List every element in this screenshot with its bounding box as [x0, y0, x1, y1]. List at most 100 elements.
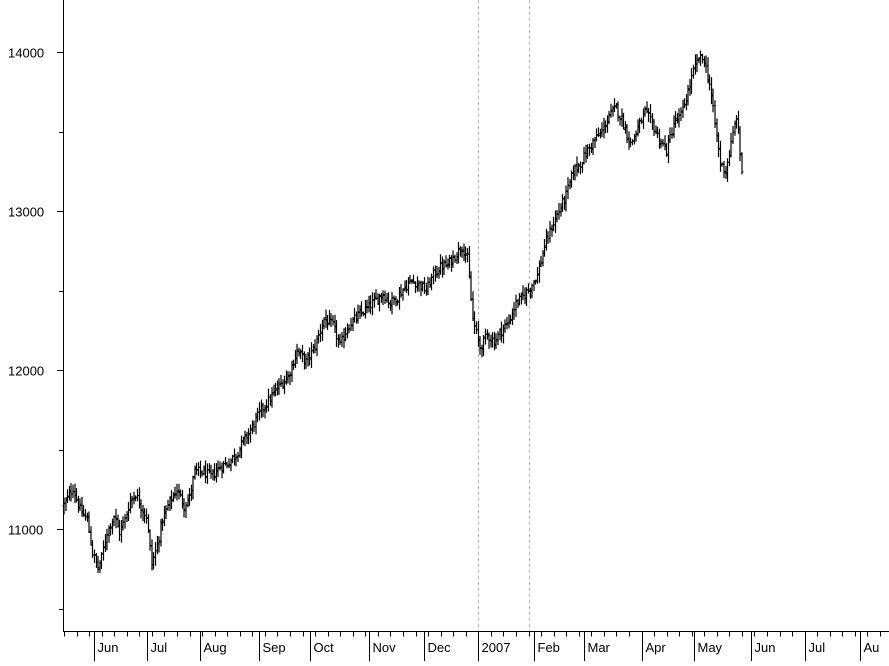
y-tick-label: 12000 — [8, 364, 44, 379]
price-bar — [543, 239, 546, 257]
price-bar — [640, 117, 643, 125]
x-tick-label: Oct — [314, 640, 335, 655]
price-bar — [258, 401, 261, 421]
price-bar — [478, 336, 482, 355]
price-bar — [609, 103, 613, 118]
price-bar — [494, 333, 498, 349]
price-bar — [231, 454, 234, 464]
y-tick-label: 11000 — [8, 523, 43, 538]
price-bar — [500, 321, 503, 343]
price-bar — [261, 402, 265, 418]
price-bar — [175, 483, 179, 501]
price-bar — [130, 495, 134, 509]
price-bar — [114, 508, 118, 529]
price-bar — [514, 294, 518, 317]
price-bar — [356, 304, 360, 324]
price-bar — [381, 290, 385, 306]
x-tick-label: Jul — [151, 640, 168, 655]
price-bar — [738, 126, 742, 162]
price-bar — [695, 54, 699, 72]
price-bars — [62, 50, 744, 574]
y-tick-label: 14000 — [8, 46, 44, 61]
price-bar — [618, 115, 622, 126]
price-bar — [518, 292, 521, 306]
price-bar — [78, 498, 82, 511]
price-bar — [166, 499, 170, 511]
price-bar — [649, 104, 652, 124]
price-bar — [412, 274, 415, 284]
price-bar — [218, 461, 222, 471]
price-bar — [349, 317, 353, 331]
price-bar — [292, 359, 295, 370]
price-bar — [127, 501, 130, 521]
price-bar — [692, 64, 695, 79]
price-bar — [466, 247, 469, 263]
price-bar — [216, 460, 220, 477]
price-bar — [457, 242, 460, 264]
price-bar — [249, 424, 252, 443]
price-bar — [421, 281, 424, 292]
price-bar — [134, 495, 137, 502]
price-bar — [638, 117, 641, 134]
price-bar — [566, 177, 570, 200]
price-bar — [225, 461, 229, 469]
y-tick-label: 13000 — [8, 205, 44, 220]
price-bar — [310, 342, 313, 369]
price-bar — [720, 162, 724, 167]
price-bar — [191, 475, 195, 500]
price-bar — [405, 280, 408, 293]
price-bar — [604, 120, 607, 134]
price-bar — [371, 292, 374, 316]
price-bar — [362, 311, 365, 317]
price-bar — [451, 250, 455, 268]
price-bar — [460, 246, 464, 258]
price-bar — [75, 488, 78, 503]
price-bar — [509, 314, 512, 325]
x-tick-label: 2007 — [482, 640, 511, 655]
price-bar — [365, 299, 369, 314]
price-bar — [265, 399, 268, 413]
price-bar — [112, 515, 116, 527]
price-bar — [503, 319, 507, 333]
price-bar — [634, 130, 638, 142]
price-bar — [360, 301, 363, 317]
price-bar — [84, 509, 87, 521]
price-bar — [204, 460, 207, 484]
price-bar — [182, 498, 186, 518]
price-bar — [652, 118, 656, 137]
price-bar — [527, 283, 530, 294]
price-bar — [464, 246, 467, 263]
price-bar — [597, 127, 600, 138]
price-bar — [317, 329, 320, 344]
price-bar — [595, 128, 598, 142]
price-bar — [62, 497, 66, 515]
x-tick-label: Mar — [588, 640, 611, 655]
price-bar — [740, 152, 744, 175]
price-bar — [109, 523, 112, 536]
x-tick-label: Jun — [98, 640, 119, 655]
price-bar — [392, 295, 396, 306]
price-bar — [536, 266, 539, 284]
price-bar — [161, 518, 164, 532]
price-bar — [670, 127, 674, 139]
price-bar — [270, 387, 274, 408]
price-bar — [674, 110, 677, 128]
price-bar — [274, 382, 277, 397]
price-bar — [96, 555, 100, 573]
price-bar — [573, 164, 577, 181]
price-bar — [66, 489, 69, 503]
price-bar — [295, 343, 299, 364]
price-bar — [539, 255, 543, 268]
price-bar — [82, 505, 85, 517]
price-bar — [340, 331, 344, 348]
price-bar — [387, 292, 390, 309]
x-tick-label: Jul — [809, 640, 826, 655]
price-bar — [579, 161, 582, 175]
price-bar — [659, 138, 663, 149]
price-bar — [283, 375, 286, 395]
price-bar — [145, 508, 148, 524]
price-bar — [213, 463, 216, 481]
price-bar — [448, 254, 451, 268]
price-bar — [240, 435, 243, 459]
